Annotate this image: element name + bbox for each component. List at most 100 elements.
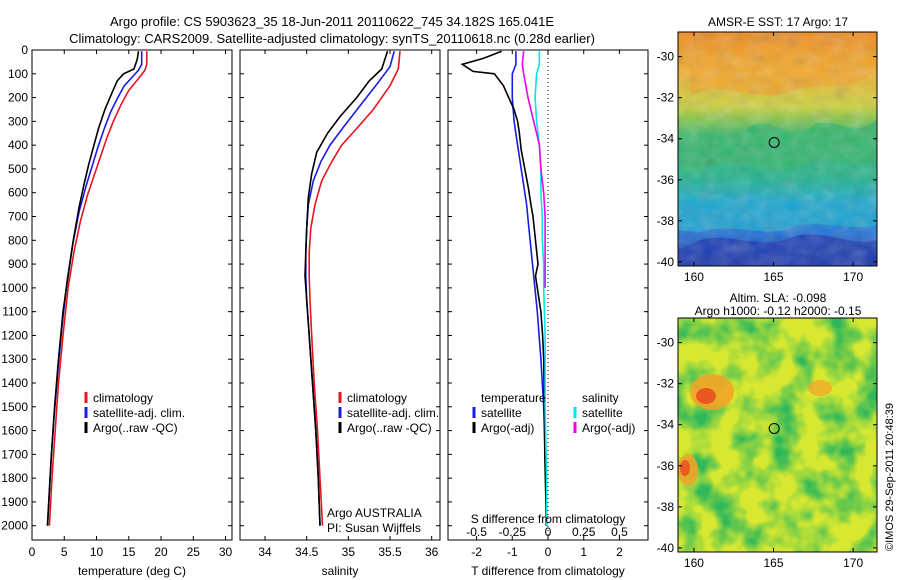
map-ytick-label: -32 [657, 377, 675, 391]
depth-tick-label: 100 [8, 67, 28, 81]
depth-tick-label: 600 [8, 186, 28, 200]
depth-tick-label: 1000 [1, 281, 28, 295]
salinity-diff-tick-label: 0 [545, 525, 552, 539]
map-xtick-label: 160 [684, 270, 704, 284]
temperature-xtick-label: 20 [154, 545, 168, 559]
diff-legend-label-s: Argo(-adj) [582, 421, 635, 435]
depth-tick-label: 2000 [1, 519, 28, 533]
map-xtick-label: 165 [764, 556, 784, 570]
temperature-xtick-label: 10 [90, 545, 104, 559]
map-ytick-label: -38 [657, 214, 675, 228]
map-ytick-label: -36 [657, 173, 675, 187]
diff-legend-title-t: temperature [481, 391, 546, 405]
map-xtick-label: 160 [684, 556, 704, 570]
salinity-series-2 [304, 50, 389, 526]
difference-profile-panel: T difference from climatology -2 -1 0 1 2 -0.5… [447, 49, 649, 578]
map-ytick-label: -34 [657, 132, 675, 146]
temperature-xtick-label: 15 [122, 545, 136, 559]
salinity-series-0 [308, 51, 401, 526]
map-ytick-label: -36 [657, 459, 675, 473]
depth-tick-label: 1500 [1, 400, 28, 414]
salinity-xlabel: salinity [322, 564, 359, 578]
argo-position-marker [768, 136, 780, 148]
salinity-xtick-label: 34.5 [295, 545, 319, 559]
salinity-xtick-label: 35 [342, 545, 356, 559]
depth-tick-label: 1800 [1, 471, 28, 485]
header-line-2: Climatology: CARS2009. Satellite-adjuste… [69, 31, 595, 46]
depth-tick-label: 900 [8, 257, 28, 271]
temperature-xlabel: temperature (deg C) [78, 564, 186, 578]
temperature-profile-panel: 0100200300400500600700800900100011001200… [1, 43, 232, 578]
temperature-series-1 [46, 51, 143, 526]
salinity-legend-label: climatology [347, 391, 407, 405]
diff-legend-label-t: satellite [481, 406, 522, 420]
float-country: Argo AUSTRALIA [327, 506, 422, 520]
imos-credit: ©IMOS 29-Sep-2011 20:48:39 [884, 403, 896, 551]
depth-tick-label: 1400 [1, 376, 28, 390]
float-pi: PI: Susan Wijffels [327, 521, 421, 535]
difference-series-2 [534, 51, 548, 526]
depth-tick-label: 1900 [1, 495, 28, 509]
temperature-legend-label: Argo(..raw -QC) [93, 421, 178, 435]
depth-tick-label: 1600 [1, 424, 28, 438]
sst-map-panel: AMSR-E SST: 17 Argo: 17 160 165 170 -30 -32 -… [657, 15, 878, 284]
temperature-legend-label: satellite-adj. clim. [93, 406, 185, 420]
temperature-series-2 [46, 51, 140, 526]
temperature-legend-label: climatology [93, 391, 153, 405]
temperature-series-0 [48, 51, 148, 526]
salinity-xtick-label: 35.5 [378, 545, 402, 559]
salinity-diff-tick-label: -0.5 [466, 525, 487, 539]
sla-field [678, 318, 877, 552]
argo-position-marker [768, 422, 780, 434]
temperature-diff-tick-label: 1 [580, 545, 587, 559]
map-ytick-label: -38 [657, 500, 675, 514]
salinity-frame [239, 49, 441, 541]
map-xtick-label: 170 [843, 270, 863, 284]
map-xtick-label: 170 [843, 556, 863, 570]
depth-tick-label: 1300 [1, 352, 28, 366]
map-ytick-label: -30 [657, 50, 675, 64]
salinity-diff-label: S difference from climatology [471, 512, 626, 526]
depth-tick-label: 300 [8, 114, 28, 128]
temperature-xtick-label: 30 [219, 545, 233, 559]
diff-legend-label-t: Argo(-adj) [481, 421, 534, 435]
diff-legend-title-s: salinity [582, 391, 619, 405]
depth-tick-label: 1200 [1, 328, 28, 342]
salinity-legend-label: Argo(..raw -QC) [347, 421, 432, 435]
temperature-diff-tick-label: 0 [545, 545, 552, 559]
temperature-diff-tick-label: -2 [471, 545, 482, 559]
depth-tick-label: 1700 [1, 447, 28, 461]
sst-map-title: AMSR-E SST: 17 Argo: 17 [708, 15, 848, 29]
salinity-diff-tick-label: 0.5 [611, 525, 628, 539]
map-ytick-label: -32 [657, 91, 675, 105]
temperature-diff-tick-label: 2 [616, 545, 623, 559]
temperature-xtick-label: 5 [61, 545, 68, 559]
map-xtick-label: 165 [764, 270, 784, 284]
map-ytick-label: -34 [657, 418, 675, 432]
salinity-xtick-label: 36 [425, 545, 439, 559]
header-line-1: Argo profile: CS 5903623_35 18-Jun-2011 … [110, 14, 554, 29]
sla-map-title-1: Altim. SLA: -0.098 [730, 291, 827, 305]
map-ytick-label: -40 [657, 541, 675, 555]
salinity-legend-label: satellite-adj. clim. [347, 406, 439, 420]
salinity-diff-tick-label: -0.25 [499, 525, 527, 539]
difference-series-1 [460, 50, 547, 526]
salinity-diff-tick-label: 0.25 [572, 525, 596, 539]
salinity-xtick-label: 34 [258, 545, 272, 559]
temperature-xtick-label: 0 [29, 545, 36, 559]
sla-map-panel: Altim. SLA: -0.098 Argo h1000: -0.12 h20… [657, 291, 878, 570]
depth-tick-label: 800 [8, 233, 28, 247]
map-ytick-label: -30 [657, 336, 675, 350]
map-frame [677, 317, 878, 553]
temperature-xtick-label: 25 [187, 545, 201, 559]
map-frame [677, 31, 878, 267]
map-ytick-label: -40 [657, 255, 675, 269]
difference-series-3 [521, 51, 546, 288]
depth-tick-label: 500 [8, 162, 28, 176]
depth-tick-label: 200 [8, 91, 28, 105]
sla-map-title-2: Argo h1000: -0.12 h2000: -0.15 [695, 304, 862, 318]
depth-tick-label: 400 [8, 138, 28, 152]
depth-tick-label: 700 [8, 210, 28, 224]
difference-xlabel: T difference from climatology [471, 564, 625, 578]
